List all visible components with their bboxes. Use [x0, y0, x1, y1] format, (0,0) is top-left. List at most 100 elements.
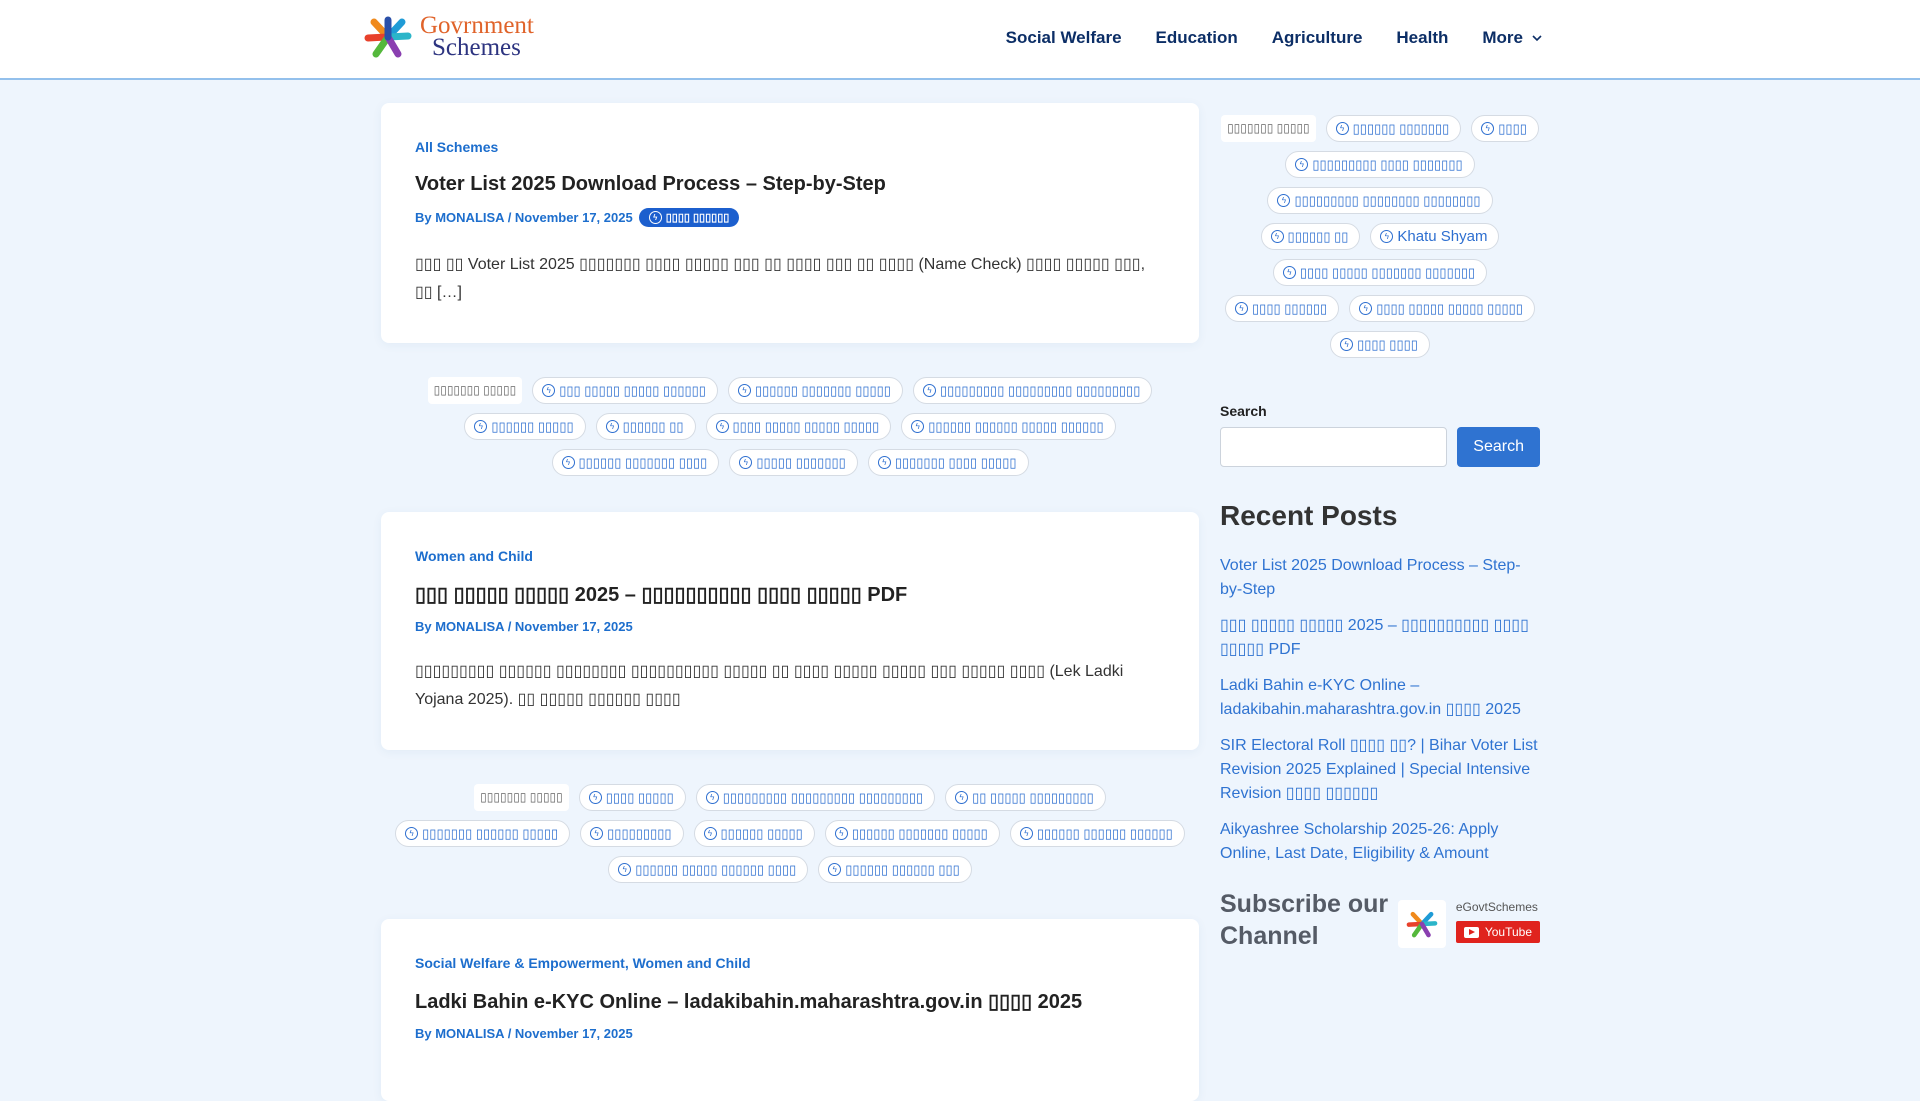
- tag-label: ▯▯▯▯▯▯ ▯▯▯▯▯▯▯ ▯▯▯▯▯: [851, 825, 988, 841]
- tag-pill[interactable]: ϟ ▯▯▯▯▯▯ ▯▯▯▯▯▯ ▯▯▯: [818, 856, 972, 883]
- tag-pill[interactable]: ϟ ▯▯▯▯▯▯ ▯▯▯▯▯▯ ▯▯▯▯▯▯: [1009, 820, 1185, 847]
- bolt-icon: ϟ: [1277, 194, 1291, 207]
- tag-pill[interactable]: ϟ ▯▯▯▯ ▯▯▯▯▯▯: [1225, 295, 1340, 322]
- tag-pill[interactable]: ϟ ▯▯▯▯ ▯▯▯▯: [1330, 331, 1430, 358]
- bolt-icon: ϟ: [922, 384, 936, 397]
- post-category[interactable]: Women and Child: [632, 955, 751, 971]
- recent-post-link[interactable]: SIR Electoral Roll ▯▯▯▯ ▯▯? | Bihar Vote…: [1220, 737, 1538, 802]
- tag-pill[interactable]: ϟ ▯▯▯▯ ▯▯▯▯▯ ▯▯▯▯▯▯▯ ▯▯▯▯▯▯▯: [1272, 259, 1488, 286]
- tag-pill[interactable]: ϟ ▯▯ ▯▯▯▯▯ ▯▯▯▯▯▯▯▯▯: [945, 784, 1106, 811]
- tag-pill[interactable]: ϟ ▯▯▯▯▯▯ ▯▯: [595, 413, 696, 440]
- post-category[interactable]: All Schemes: [415, 139, 499, 155]
- tag-pill[interactable]: ϟ ▯▯▯▯▯▯ ▯▯▯▯▯▯▯: [1325, 115, 1462, 142]
- post-meta: By MONALISA / November 17, 2025: [415, 1026, 633, 1041]
- tag-label: ▯▯▯▯▯▯▯ ▯▯▯▯▯▯ ▯▯▯▯▯: [422, 825, 559, 841]
- tag-label: ▯▯▯▯ ▯▯▯▯▯ ▯▯▯▯▯ ▯▯▯▯▯: [732, 418, 880, 434]
- tag-pill[interactable]: ϟ ▯▯▯▯ ▯▯▯▯▯: [578, 784, 686, 811]
- tag-block: ▯▯▯▯▯▯▯ ▯▯▯▯▯ ϟ ▯▯▯ ▯▯▯▯▯ ▯▯▯▯▯ ▯▯▯▯▯▯ ϟ ▯▯▯…: [381, 377, 1199, 476]
- logo-flower-icon: [364, 16, 412, 58]
- tag-pill[interactable]: ϟ ▯▯▯ ▯▯▯▯▯ ▯▯▯▯▯ ▯▯▯▯▯▯: [532, 377, 718, 404]
- tag-pill[interactable]: ϟ ▯▯▯▯ ▯▯▯▯▯ ▯▯▯▯▯ ▯▯▯▯▯: [1349, 295, 1535, 322]
- tag-pill[interactable]: ϟ ▯▯▯▯▯▯ ▯▯▯▯▯: [693, 820, 815, 847]
- bolt-icon: ϟ: [405, 827, 419, 840]
- tag-label: ▯▯▯▯ ▯▯▯▯▯: [605, 789, 674, 805]
- post-list: All Schemes Voter List 2025 Download Pro…: [381, 103, 1199, 1101]
- bolt-icon: ϟ: [828, 863, 842, 876]
- bolt-icon: ϟ: [1335, 122, 1349, 135]
- tag-pill[interactable]: ϟ ▯▯▯▯▯▯ ▯▯▯▯▯▯▯ ▯▯▯▯▯: [727, 377, 903, 404]
- post-category[interactable]: Women and Child: [415, 548, 533, 564]
- tags-label: ▯▯▯▯▯▯▯ ▯▯▯▯▯: [474, 784, 569, 811]
- tag-pill[interactable]: ϟ ▯▯▯▯▯ ▯▯▯▯▯▯▯: [729, 449, 858, 476]
- tag-label: ▯▯▯▯▯▯ ▯▯: [1287, 228, 1349, 244]
- tag-pill[interactable]: ϟ ▯▯▯▯▯▯ ▯▯▯▯▯▯ ▯▯▯▯▯ ▯▯▯▯▯▯: [901, 413, 1116, 440]
- tag-pill[interactable]: ϟ ▯▯▯▯▯▯▯▯▯ ▯▯▯▯ ▯▯▯▯▯▯▯: [1285, 151, 1475, 178]
- bolt-icon: ϟ: [703, 827, 717, 840]
- post-title[interactable]: ▯▯▯ ▯▯▯▯▯ ▯▯▯▯▯ 2025 – ▯▯▯▯▯▯▯▯▯▯ ▯▯▯▯ ▯…: [415, 584, 908, 606]
- bolt-icon: ϟ: [737, 384, 751, 397]
- post-badge[interactable]: ϟ ▯▯▯▯ ▯▯▯▯▯▯: [638, 208, 740, 227]
- tag-pill[interactable]: ϟ Khatu Shyam: [1370, 223, 1500, 250]
- nav-social-welfare[interactable]: Social Welfare: [1005, 28, 1122, 47]
- nav-education[interactable]: Education: [1155, 28, 1238, 47]
- subscribe-heading: Subscribe our Channel: [1220, 890, 1389, 950]
- bolt-icon: ϟ: [588, 791, 602, 804]
- tag-pill[interactable]: ϟ ▯▯▯▯▯▯ ▯▯▯▯▯: [464, 413, 586, 440]
- post-category[interactable]: Social Welfare & Empowerment: [415, 955, 625, 971]
- tag-pill[interactable]: ϟ ▯▯▯▯▯▯ ▯▯▯▯▯▯▯ ▯▯▯▯: [551, 449, 720, 476]
- tag-label: ▯▯▯▯▯▯▯ ▯▯▯▯ ▯▯▯▯▯: [894, 454, 1017, 470]
- channel-name: eGovtSchemes: [1455, 900, 1538, 914]
- tag-pill[interactable]: ϟ ▯▯▯▯: [1471, 115, 1539, 142]
- recent-post-link[interactable]: Aikyashree Scholarship 2025-26: Apply On…: [1220, 821, 1499, 862]
- tag-label: ▯▯▯▯▯ ▯▯▯▯▯▯▯: [756, 454, 846, 470]
- post-title[interactable]: Voter List 2025 Download Process – Step-…: [415, 173, 886, 195]
- tag-pill[interactable]: ϟ ▯▯▯▯ ▯▯▯▯▯ ▯▯▯▯▯ ▯▯▯▯▯: [705, 413, 892, 440]
- tags-label: ▯▯▯▯▯▯▯ ▯▯▯▯▯: [427, 377, 523, 404]
- search-label: Search: [1220, 403, 1267, 419]
- post-excerpt: ▯▯▯▯▯▯▯▯▯ ▯▯▯▯▯▯ ▯▯▯▯▯▯▯▯ ▯▯▯▯▯▯▯▯▯▯ ▯▯▯…: [415, 663, 1124, 708]
- bolt-icon: ϟ: [590, 827, 604, 840]
- site-logo[interactable]: Govrnment Schemes: [362, 13, 534, 60]
- nav-health[interactable]: Health: [1396, 28, 1449, 47]
- nav-agriculture[interactable]: Agriculture: [1271, 28, 1363, 47]
- recent-post-link[interactable]: Voter List 2025 Download Process – Step-…: [1220, 557, 1521, 598]
- youtube-channel: eGovtSchemes YouTube: [1397, 900, 1540, 952]
- tag-label: ▯▯▯▯▯▯ ▯▯▯▯▯▯ ▯▯▯▯▯▯: [1036, 825, 1173, 841]
- youtube-label: YouTube: [1484, 925, 1532, 939]
- tag-pill[interactable]: ϟ ▯▯▯▯▯▯▯ ▯▯▯▯▯▯ ▯▯▯▯▯: [395, 820, 571, 847]
- bolt-icon: ϟ: [1359, 302, 1373, 315]
- tag-pill[interactable]: ϟ ▯▯▯▯▯▯▯▯▯ ▯▯▯▯▯▯▯▯ ▯▯▯▯▯▯▯▯: [1267, 187, 1493, 214]
- tag-pill[interactable]: ϟ ▯▯▯▯▯▯ ▯▯▯▯▯▯▯ ▯▯▯▯▯: [824, 820, 1000, 847]
- tag-pill[interactable]: ϟ ▯▯▯▯▯▯ ▯▯▯▯▯ ▯▯▯▯▯▯ ▯▯▯▯: [608, 856, 809, 883]
- nav-more[interactable]: More: [1482, 28, 1543, 48]
- tag-block: ▯▯▯▯▯▯▯ ▯▯▯▯▯ ϟ ▯▯▯▯ ▯▯▯▯▯ ϟ ▯▯▯▯▯▯▯▯▯ ▯▯▯▯▯…: [381, 784, 1199, 883]
- post-card: Social Welfare & Empowerment, Women and …: [381, 919, 1199, 1101]
- search-button[interactable]: Search: [1457, 427, 1540, 467]
- tag-label: ▯▯▯▯▯▯ ▯▯▯▯▯: [491, 418, 574, 434]
- tag-pill[interactable]: ϟ ▯▯▯▯▯▯▯▯▯ ▯▯▯▯▯▯▯▯▯ ▯▯▯▯▯▯▯▯▯: [912, 377, 1153, 404]
- tag-pill[interactable]: ϟ ▯▯▯▯▯▯▯▯▯ ▯▯▯▯▯▯▯▯▯ ▯▯▯▯▯▯▯▯▯: [695, 784, 936, 811]
- tag-label: ▯▯▯▯▯▯ ▯▯▯▯▯▯▯ ▯▯▯▯▯: [754, 382, 891, 398]
- tags-label: ▯▯▯▯▯▯▯ ▯▯▯▯▯: [1221, 115, 1316, 142]
- tag-label: ▯▯▯▯ ▯▯▯▯▯▯: [1252, 300, 1328, 316]
- tag-pill[interactable]: ϟ ▯▯▯▯▯▯▯▯▯: [580, 820, 684, 847]
- bolt-icon: ϟ: [618, 863, 632, 876]
- youtube-subscribe-button[interactable]: YouTube: [1455, 921, 1540, 943]
- search-input[interactable]: [1220, 427, 1448, 467]
- sidebar-tag-cloud: ▯▯▯▯▯▯▯ ▯▯▯▯▯ ϟ ▯▯▯▯▯▯ ▯▯▯▯▯▯▯ ϟ ▯▯▯▯ ϟ ▯▯▯▯▯▯…: [1220, 115, 1540, 358]
- tag-label: ▯▯▯▯: [1498, 120, 1527, 136]
- recent-post-link[interactable]: ▯▯▯ ▯▯▯▯▯ ▯▯▯▯▯ 2025 – ▯▯▯▯▯▯▯▯▯▯ ▯▯▯▯ ▯…: [1220, 617, 1529, 658]
- bolt-icon: ϟ: [1019, 827, 1033, 840]
- post-excerpt: ▯▯▯ ▯▯ Voter List 2025 ▯▯▯▯▯▯▯ ▯▯▯▯ ▯▯▯▯…: [415, 256, 1146, 301]
- bolt-icon: ϟ: [715, 420, 729, 433]
- bolt-icon: ϟ: [739, 456, 753, 469]
- recent-post-link[interactable]: Ladki Bahin e-KYC Online – ladakibahin.m…: [1220, 677, 1521, 718]
- bolt-icon: ϟ: [561, 456, 575, 469]
- channel-avatar[interactable]: [1397, 900, 1446, 948]
- bolt-icon: ϟ: [834, 827, 848, 840]
- tag-pill[interactable]: ϟ ▯▯▯▯▯▯▯ ▯▯▯▯ ▯▯▯▯▯: [867, 449, 1029, 476]
- tag-label: ▯▯▯▯▯▯ ▯▯▯▯▯▯ ▯▯▯: [845, 861, 960, 877]
- bolt-icon: ϟ: [1340, 338, 1354, 351]
- post-badge-label: ▯▯▯▯ ▯▯▯▯▯▯: [665, 212, 730, 224]
- tag-pill[interactable]: ϟ ▯▯▯▯▯▯ ▯▯: [1260, 223, 1361, 250]
